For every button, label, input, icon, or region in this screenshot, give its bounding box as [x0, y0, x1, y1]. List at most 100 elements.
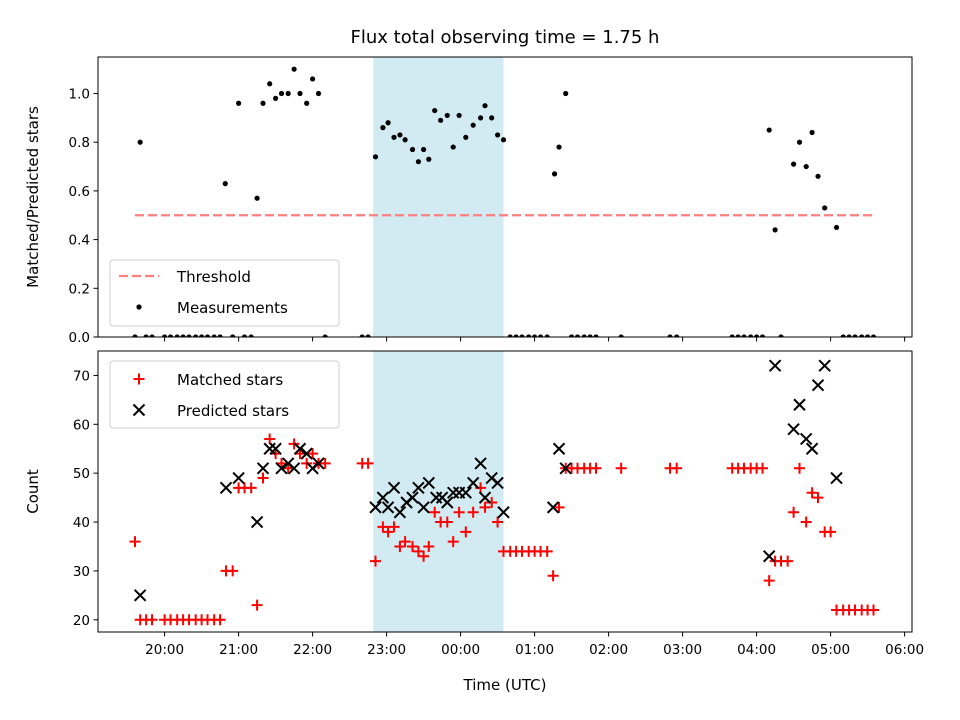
y-tick-label: 30	[73, 564, 90, 580]
measurement-point	[315, 90, 322, 97]
x-tick-label: 03:00	[663, 642, 702, 658]
measurement-point	[444, 112, 450, 119]
legend: Matched stars Predicted stars	[109, 360, 340, 429]
measurement-point	[230, 334, 236, 337]
predicted-star-point	[387, 481, 401, 495]
measurement-point	[291, 66, 297, 72]
measurement-point	[556, 144, 562, 150]
legend-measurements-label: Measurements	[177, 299, 288, 317]
predicted-star-point	[497, 506, 510, 519]
matched-star-point	[763, 575, 775, 587]
legend-box	[109, 259, 340, 327]
matched-star-point	[214, 614, 226, 626]
y-tick-label: 0.8	[69, 135, 90, 151]
measurement-point	[409, 146, 416, 153]
matched-star-point	[307, 448, 319, 460]
legend-predicted-swatch	[132, 403, 146, 417]
matched-star-point	[868, 604, 880, 616]
measurement-point	[513, 334, 519, 337]
shaded-observing-window	[373, 351, 504, 632]
measurement-point	[211, 334, 217, 337]
predicted-star-point	[381, 501, 395, 514]
predicted-star-point	[441, 496, 454, 509]
predicted-star-point	[793, 398, 806, 411]
measurement-point	[162, 334, 168, 337]
measurement-point	[248, 334, 254, 337]
measurement-point	[833, 224, 840, 231]
measurement-point	[397, 132, 403, 138]
shaded-observing-window	[373, 57, 504, 337]
predicted-star-point	[219, 481, 233, 495]
matched-star-point	[467, 506, 479, 518]
measurement-point	[385, 120, 391, 126]
legend-matched-swatch	[133, 373, 145, 385]
measurement-point	[532, 334, 538, 337]
measurement-point	[519, 334, 525, 337]
matched-star-point	[447, 536, 459, 548]
predicted-star-point	[406, 491, 419, 504]
legend: Threshold Measurements	[109, 259, 340, 327]
measurement-point	[815, 173, 821, 179]
measurement-point	[477, 115, 484, 121]
measurement-point	[421, 146, 427, 153]
measurement-point	[217, 334, 223, 337]
measurement-point	[735, 334, 741, 337]
predicted-star-point	[232, 471, 245, 485]
measurement-point	[285, 90, 291, 97]
matched-star-point	[388, 521, 400, 533]
x-tick-label: 00:00	[441, 642, 480, 658]
measurement-point	[186, 334, 192, 337]
measurement-point	[569, 334, 575, 337]
predicted-star-point	[818, 359, 831, 372]
measurement-point	[852, 334, 858, 337]
measurement-point	[391, 134, 397, 140]
measurement-point	[180, 334, 186, 337]
measurement-point	[438, 117, 444, 123]
measurement-point	[278, 90, 285, 97]
matched-star-point	[251, 599, 263, 611]
measurement-point	[193, 334, 199, 337]
measurement-point	[754, 334, 760, 337]
measurement-point	[846, 334, 852, 337]
legend-matched-label: Matched stars	[177, 371, 283, 389]
matched-star-point	[757, 462, 769, 474]
predicted-star-point	[546, 501, 560, 514]
predicted-star-point	[293, 442, 307, 455]
matched-star-point	[394, 540, 406, 552]
y-axis-label: Matched/Predicted stars	[24, 106, 42, 288]
y-tick-label: 0.6	[69, 184, 90, 200]
measurement-point	[778, 334, 784, 337]
measurement-point	[865, 334, 871, 337]
measurement-point	[260, 100, 266, 106]
measurement-point	[759, 334, 766, 337]
x-tick-label: 01:00	[515, 642, 554, 658]
measurement-point	[870, 334, 877, 337]
matched-star-point	[423, 540, 435, 552]
measurement-point	[809, 129, 815, 136]
ratio-panel: 0.0 0.2 0.4 0.6 0.8 1.0 Flux total observing t…	[24, 27, 913, 346]
x-tick-label: 06:00	[885, 642, 924, 658]
predicted-star-point	[768, 359, 782, 372]
measurement-point	[372, 154, 379, 160]
measurement-point	[482, 103, 488, 109]
measurement-point	[618, 334, 624, 337]
predicted-star-point	[787, 422, 800, 436]
y-tick-label: 0.0	[69, 330, 90, 346]
matched-star-point	[245, 482, 257, 494]
matched-star-point	[825, 526, 837, 538]
measurement-point	[167, 334, 174, 337]
measurement-point	[537, 334, 544, 337]
predicted-star-point	[830, 471, 843, 485]
measurement-point	[470, 122, 476, 128]
count-panel: 20 30 40 50 60 70 20:00 21:00 22:00 23:00 00:00 01:…	[24, 350, 924, 694]
measurement-point	[803, 163, 809, 170]
measurement-point	[273, 95, 279, 101]
y-tick-label: 40	[73, 515, 90, 531]
axes-frame	[97, 350, 913, 633]
measurement-point	[766, 127, 772, 133]
predicted-star-point	[312, 457, 325, 470]
legend-measurements-swatch	[136, 304, 142, 310]
measurement-point	[415, 159, 422, 165]
predicted-star-point	[300, 447, 313, 460]
measurement-point	[463, 134, 469, 140]
